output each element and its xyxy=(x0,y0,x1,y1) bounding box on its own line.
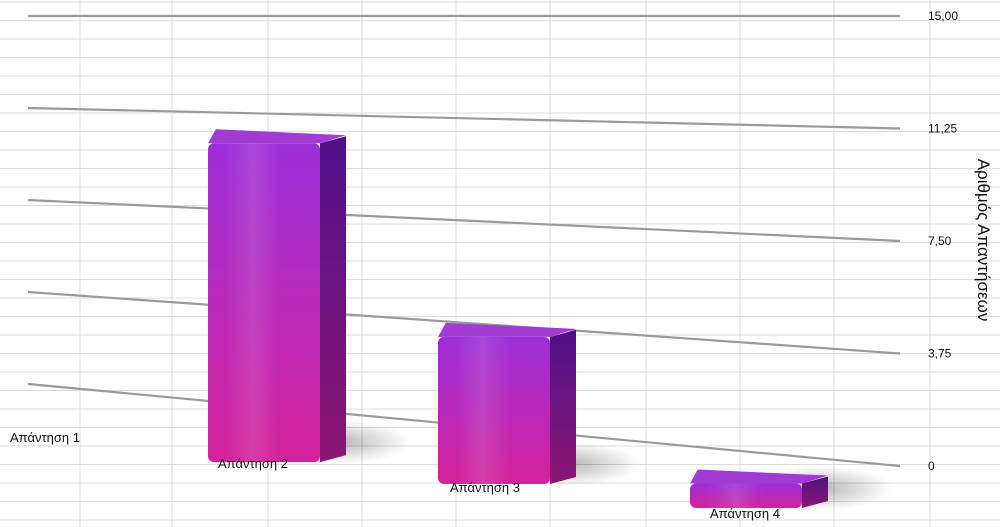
bar-top xyxy=(690,469,828,484)
value-gridline xyxy=(27,106,901,130)
y-axis-label: Αριθμός Απαντήσεων xyxy=(974,159,993,322)
y-tick-label: 11,25 xyxy=(928,122,957,136)
category-label: Απάντηση 4 xyxy=(710,506,780,521)
category-label: Απάντηση 2 xyxy=(218,456,288,471)
bar-shine xyxy=(706,483,763,509)
y-tick-label: 7,50 xyxy=(928,234,952,248)
bar-top xyxy=(438,322,576,337)
bar-side xyxy=(550,329,576,485)
bar-side xyxy=(802,476,828,509)
value-gridline xyxy=(27,198,901,243)
value-gridline xyxy=(27,290,901,355)
bar-shine xyxy=(224,143,281,463)
bar-side xyxy=(320,136,346,463)
bar-top xyxy=(208,129,346,144)
bar-shine xyxy=(454,336,511,485)
category-label: Απάντηση 3 xyxy=(450,480,520,495)
category-labels: Απάντηση 1 Απάντηση 2 Απάντηση 3 Απάντηση 4 xyxy=(10,430,780,521)
y-axis-ticks: 0 3,75 7,50 11,25 15,00 xyxy=(928,9,958,473)
category-label: Απάντηση 1 xyxy=(10,430,80,445)
y-tick-label: 3,75 xyxy=(928,347,952,361)
y-tick-label: 0 xyxy=(928,459,935,473)
bars xyxy=(208,129,892,511)
y-tick-label: 15,00 xyxy=(928,9,958,23)
